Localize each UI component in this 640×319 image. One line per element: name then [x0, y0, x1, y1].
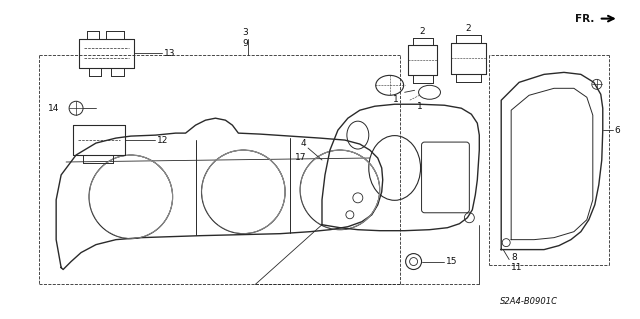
Text: 13: 13 — [164, 49, 175, 58]
Text: 11: 11 — [511, 263, 523, 272]
Text: 9: 9 — [243, 39, 248, 48]
Text: 3: 3 — [243, 28, 248, 37]
Text: 12: 12 — [157, 136, 168, 145]
Text: 14: 14 — [48, 104, 59, 113]
Text: 8: 8 — [511, 253, 517, 262]
Text: 4: 4 — [300, 138, 306, 148]
Text: 17: 17 — [294, 152, 306, 161]
Text: 1: 1 — [393, 95, 399, 104]
Text: 1: 1 — [417, 102, 422, 111]
Text: 6: 6 — [614, 126, 620, 135]
Text: 2: 2 — [420, 27, 426, 36]
Text: S2A4-B0901C: S2A4-B0901C — [500, 297, 558, 306]
Text: 15: 15 — [447, 257, 458, 266]
Text: FR.: FR. — [575, 14, 595, 24]
Text: 2: 2 — [465, 24, 471, 33]
